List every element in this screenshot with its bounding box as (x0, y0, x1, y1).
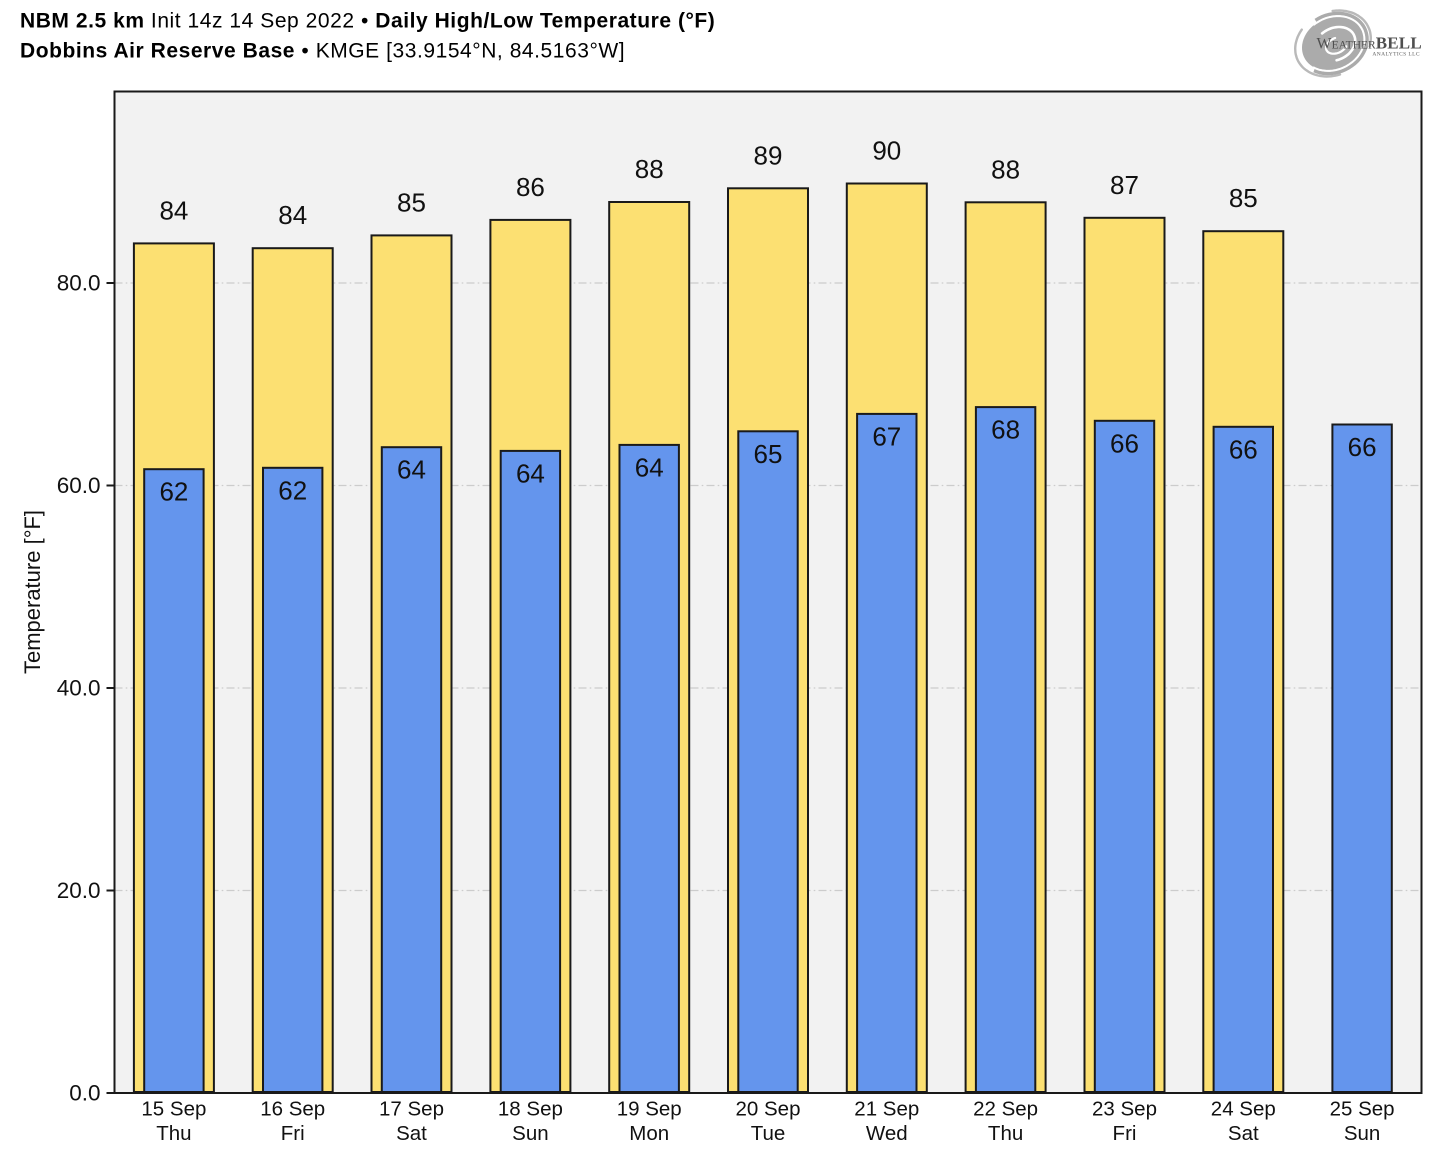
svg-text:Sat: Sat (1228, 1122, 1259, 1145)
svg-text:Fri: Fri (1113, 1122, 1137, 1145)
svg-text:15 Sep: 15 Sep (141, 1098, 206, 1121)
svg-text:Mon: Mon (629, 1122, 669, 1145)
svg-text:20 Sep: 20 Sep (736, 1098, 801, 1121)
svg-text:Thu: Thu (156, 1122, 191, 1145)
svg-text:66: 66 (1229, 434, 1258, 464)
svg-text:Fri: Fri (281, 1122, 305, 1145)
svg-text:25 Sep: 25 Sep (1330, 1098, 1395, 1121)
svg-text:17 Sep: 17 Sep (379, 1098, 444, 1121)
svg-text:0.0: 0.0 (69, 1081, 100, 1106)
svg-text:85: 85 (397, 187, 426, 217)
svg-text:64: 64 (516, 458, 545, 488)
svg-text:Wed: Wed (866, 1122, 908, 1145)
svg-text:Thu: Thu (988, 1122, 1023, 1145)
svg-text:84: 84 (159, 195, 188, 225)
svg-text:18 Sep: 18 Sep (498, 1098, 563, 1121)
svg-text:84: 84 (278, 200, 307, 230)
svg-text:24 Sep: 24 Sep (1211, 1098, 1276, 1121)
svg-text:ANALYTICS LLC: ANALYTICS LLC (1372, 52, 1420, 58)
svg-text:64: 64 (397, 455, 426, 485)
svg-text:88: 88 (635, 154, 664, 184)
svg-text:20.0: 20.0 (57, 878, 101, 903)
svg-text:66: 66 (1110, 428, 1139, 458)
svg-text:22 Sep: 22 Sep (973, 1098, 1038, 1121)
svg-text:NBM 2.5 km Init 14z 14 Sep 202: NBM 2.5 km Init 14z 14 Sep 2022 • Daily … (20, 10, 715, 33)
svg-text:Sun: Sun (512, 1122, 548, 1145)
svg-text:80.0: 80.0 (57, 271, 101, 296)
svg-text:16 Sep: 16 Sep (260, 1098, 325, 1121)
svg-text:65: 65 (754, 439, 783, 469)
svg-text:88: 88 (991, 154, 1020, 184)
svg-text:21 Sep: 21 Sep (854, 1098, 919, 1121)
svg-text:60.0: 60.0 (57, 473, 101, 498)
svg-text:89: 89 (754, 140, 783, 170)
svg-text:85: 85 (1229, 183, 1258, 213)
svg-text:Sun: Sun (1344, 1122, 1380, 1145)
svg-text:Sat: Sat (396, 1122, 427, 1145)
svg-text:Dobbins Air Reserve Base • KMG: Dobbins Air Reserve Base • KMGE [33.9154… (20, 40, 625, 63)
svg-text:Tue: Tue (751, 1122, 786, 1145)
svg-text:67: 67 (872, 421, 901, 451)
svg-text:86: 86 (516, 172, 545, 202)
svg-text:23 Sep: 23 Sep (1092, 1098, 1157, 1121)
svg-text:64: 64 (635, 452, 664, 482)
svg-text:40.0: 40.0 (57, 676, 101, 701)
svg-text:19 Sep: 19 Sep (617, 1098, 682, 1121)
svg-text:90: 90 (872, 136, 901, 166)
svg-text:66: 66 (1348, 432, 1377, 462)
svg-text:62: 62 (278, 475, 307, 505)
svg-text:Temperature [°F]: Temperature [°F] (20, 510, 45, 674)
svg-text:62: 62 (159, 477, 188, 507)
svg-text:68: 68 (991, 415, 1020, 445)
svg-text:87: 87 (1110, 170, 1139, 200)
